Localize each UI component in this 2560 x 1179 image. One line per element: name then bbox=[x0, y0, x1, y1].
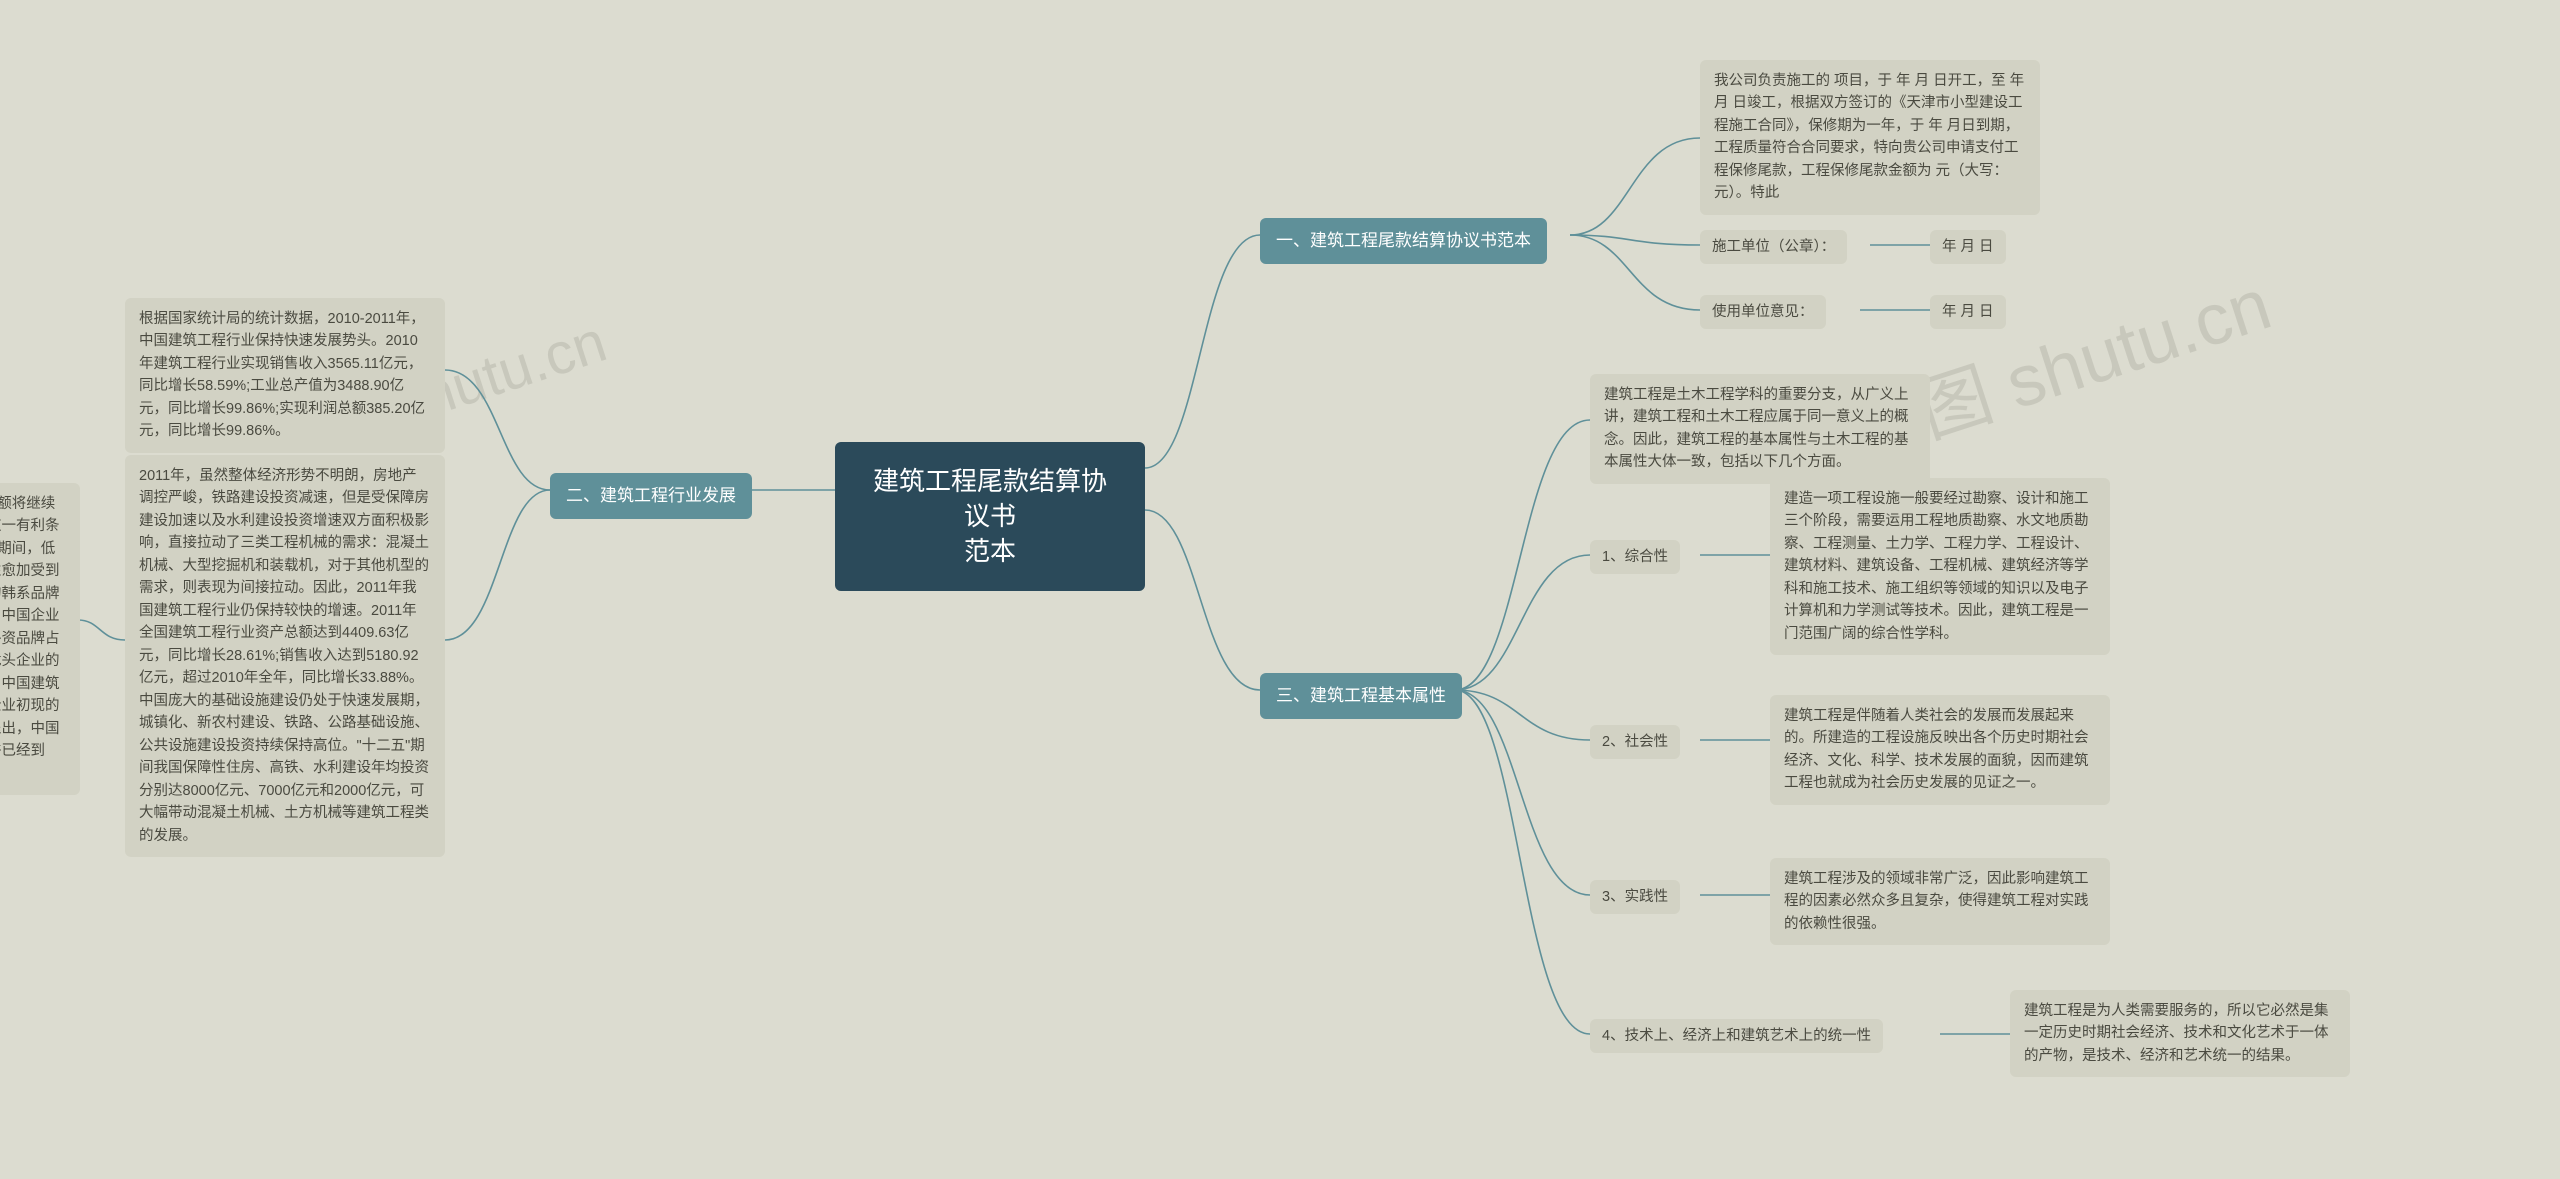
b3-c1-label: 1、综合性 bbox=[1590, 540, 1680, 574]
b1-c3-tail: 年 月 日 bbox=[1930, 295, 2006, 329]
branch-1: 一、建筑工程尾款结算协议书范本 bbox=[1260, 218, 1547, 264]
b3-c2-label: 2、社会性 bbox=[1590, 725, 1680, 759]
b3-c4-label: 4、技术上、经济上和建筑艺术上的统一性 bbox=[1590, 1019, 1883, 1053]
b2-c1: 根据国家统计局的统计数据，2010-2011年，中国建筑工程行业保持快速发展势头… bbox=[125, 298, 445, 453]
b3-c3-text: 建筑工程涉及的领域非常广泛，因此影响建筑工程的因素必然众多且复杂，使得建筑工程对… bbox=[1770, 858, 2110, 945]
b2-c2-tail: "十二五"期间，我国对外承包合同额将继续保持增长，建筑工程行业应利用这一有利条件… bbox=[0, 483, 80, 795]
branch-3: 三、建筑工程基本属性 bbox=[1260, 673, 1462, 719]
b1-c1: 我公司负责施工的 项目，于 年 月 日开工，至 年 月 日竣工，根据双方签订的《… bbox=[1700, 60, 2040, 215]
b3-c3-label: 3、实践性 bbox=[1590, 880, 1680, 914]
b3-c4-text: 建筑工程是为人类需要服务的，所以它必然是集一定历史时期社会经济、技术和文化艺术于… bbox=[2010, 990, 2350, 1077]
root-node: 建筑工程尾款结算协议书范本 bbox=[835, 442, 1145, 591]
b1-c3-label: 使用单位意见： bbox=[1700, 295, 1826, 329]
b3-c2-text: 建筑工程是伴随着人类社会的发展而发展起来的。所建造的工程设施反映出各个历史时期社… bbox=[1770, 695, 2110, 805]
branch-2: 二、建筑工程行业发展 bbox=[550, 473, 752, 519]
b3-intro: 建筑工程是土木工程学科的重要分支，从广义上讲，建筑工程和土木工程应属于同一意义上… bbox=[1590, 374, 1930, 484]
b2-c2: 2011年，虽然整体经济形势不明朗，房地产调控严峻，铁路建设投资减速，但是受保障… bbox=[125, 455, 445, 857]
b3-c1-text: 建造一项工程设施一般要经过勘察、设计和施工三个阶段，需要运用工程地质勘察、水文地… bbox=[1770, 478, 2110, 655]
b1-c2-tail: 年 月 日 bbox=[1930, 230, 2006, 264]
b1-c2-label: 施工单位（公章）： bbox=[1700, 230, 1847, 264]
